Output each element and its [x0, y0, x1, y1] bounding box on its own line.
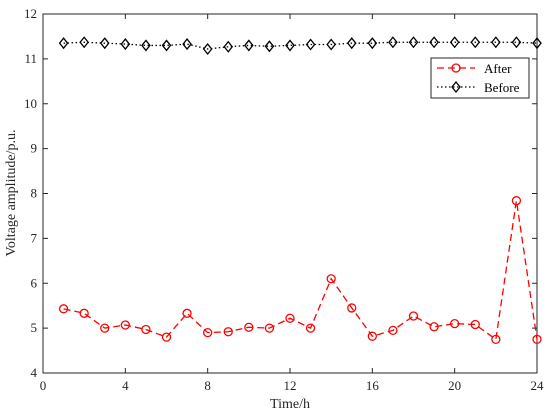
- y-tick-label: 8: [31, 186, 38, 201]
- data-point-after: [470, 319, 480, 330]
- data-point-before: [99, 37, 110, 50]
- data-point-before: [285, 39, 295, 52]
- data-point-before: [408, 36, 419, 49]
- x-tick-label: 4: [122, 378, 129, 393]
- data-point-before: [223, 40, 234, 53]
- y-tick-label: 10: [24, 96, 37, 111]
- data-point-before: [141, 39, 151, 52]
- data-point-before: [511, 36, 522, 49]
- legend-label-before: Before: [484, 80, 520, 95]
- data-point-after: [58, 304, 69, 314]
- data-point-after: [388, 325, 398, 336]
- data-point-after: [408, 311, 419, 321]
- data-point-after: [182, 308, 192, 318]
- data-point-before: [470, 36, 481, 49]
- x-axis-title: Time/h: [270, 397, 310, 412]
- data-point-before: [161, 39, 172, 52]
- data-point-before: [449, 36, 460, 49]
- data-point-before: [388, 36, 398, 49]
- data-point-after: [79, 308, 89, 318]
- data-point-after: [244, 322, 254, 332]
- data-point-after: [100, 323, 110, 333]
- y-tick-label: 5: [31, 320, 38, 335]
- x-tick-label: 24: [531, 378, 545, 393]
- data-point-before: [532, 37, 542, 50]
- y-tick-label: 6: [31, 275, 38, 290]
- data-point-after: [285, 313, 295, 323]
- data-point-before: [346, 37, 357, 50]
- data-point-before: [244, 39, 254, 52]
- data-point-after: [326, 274, 336, 284]
- data-point-before: [326, 38, 336, 51]
- data-point-before: [429, 36, 439, 49]
- legend-marker-after: [451, 63, 461, 73]
- data-point-before: [120, 38, 131, 51]
- y-axis-title: Voltage amplitude/p.u.: [4, 130, 19, 257]
- data-point-after: [203, 327, 213, 338]
- x-tick-label: 12: [284, 378, 297, 393]
- data-point-before: [264, 40, 275, 53]
- data-point-before: [182, 38, 192, 51]
- data-point-after: [450, 318, 460, 329]
- legend-label-after: After: [484, 61, 512, 76]
- data-point-after: [120, 320, 130, 330]
- data-point-after: [532, 334, 542, 344]
- x-tick-label: 8: [204, 378, 211, 393]
- data-point-before: [58, 37, 69, 50]
- legend-marker-before: [451, 80, 461, 94]
- y-tick-label: 4: [31, 365, 38, 380]
- data-point-after: [141, 324, 151, 335]
- data-point-after: [223, 327, 233, 337]
- y-tick-label: 9: [31, 141, 38, 156]
- x-tick-label: 16: [366, 378, 380, 393]
- data-point-after: [347, 303, 357, 313]
- x-tick-label: 0: [40, 378, 47, 393]
- data-point-after: [367, 331, 377, 341]
- x-tick-label: 20: [448, 378, 461, 393]
- legend: After Before: [430, 57, 530, 99]
- series-layer: [58, 36, 542, 344]
- y-tick-label: 12: [24, 6, 37, 21]
- data-point-before: [367, 37, 378, 50]
- data-point-after: [305, 323, 316, 333]
- data-point-before: [79, 36, 89, 49]
- y-tick-label: 11: [24, 51, 37, 66]
- data-point-after: [264, 323, 275, 333]
- legend-box: [430, 57, 530, 99]
- data-point-before: [202, 42, 213, 56]
- data-point-after: [491, 334, 501, 344]
- data-point-after: [511, 196, 522, 206]
- data-point-before: [491, 36, 501, 49]
- data-point-after: [161, 332, 172, 342]
- data-point-before: [305, 38, 316, 51]
- y-tick-label: 7: [31, 230, 38, 245]
- data-point-after: [429, 322, 439, 332]
